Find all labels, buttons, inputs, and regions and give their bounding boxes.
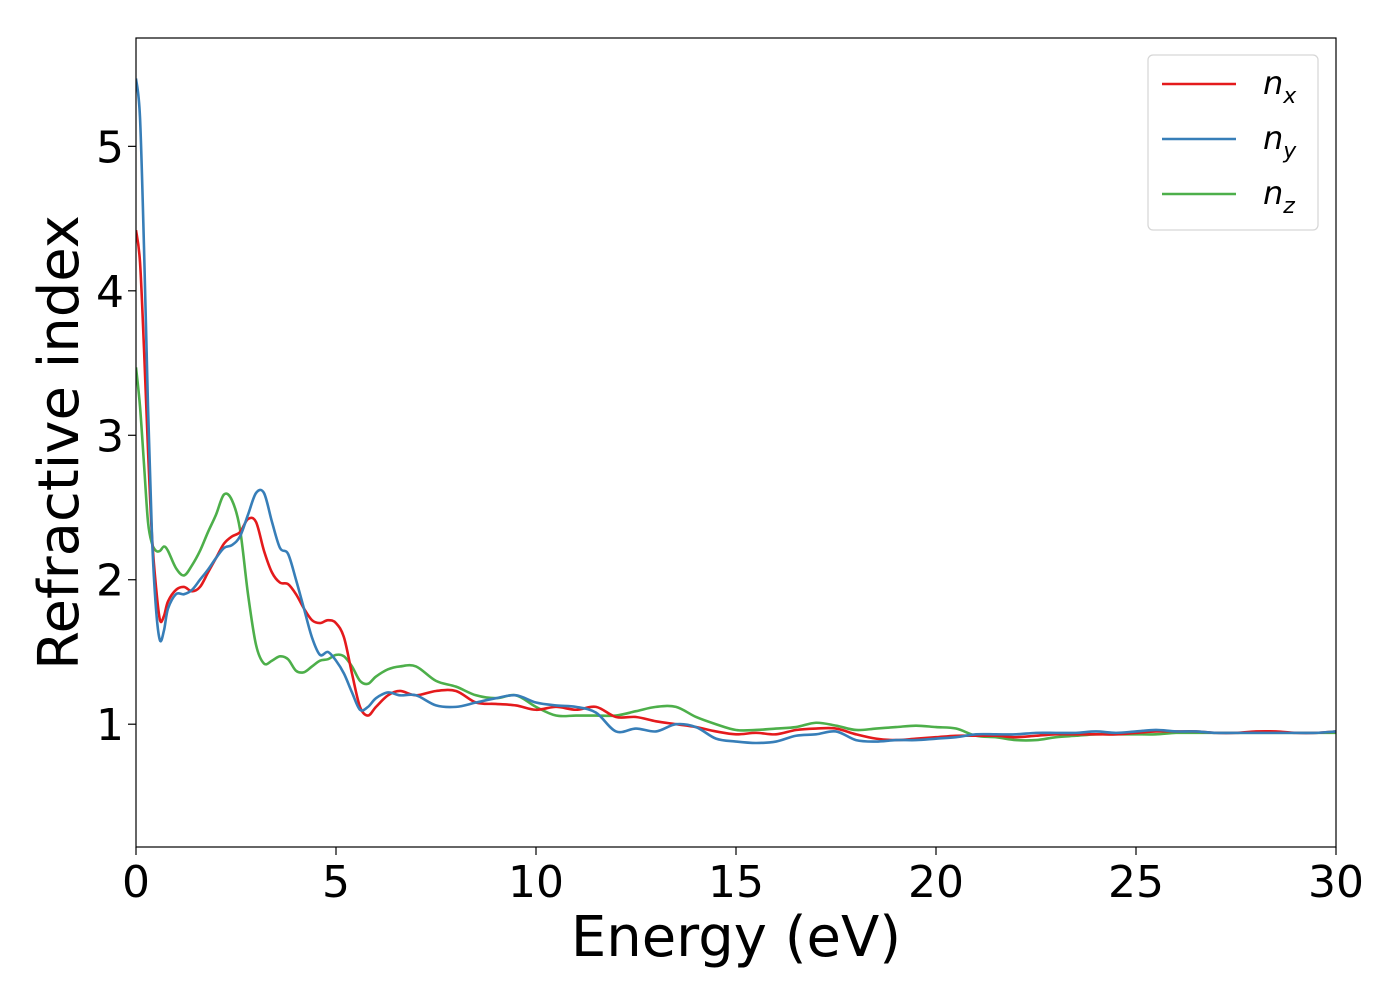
y-tick-label: 1 (96, 700, 124, 751)
x-tick-label: 10 (508, 857, 564, 908)
plot-lines (136, 78, 1336, 745)
y-tick-label: 5 (96, 122, 124, 173)
x-tick-label: 0 (122, 857, 150, 908)
series-line-nz (136, 367, 1336, 742)
legend-label-subscript: z (1282, 194, 1295, 219)
legend-label-nx: nx (1263, 64, 1297, 109)
x-tick-label: 20 (908, 857, 964, 908)
series-line-nx (136, 229, 1336, 742)
x-tick-label: 30 (1308, 857, 1364, 908)
legend-label-subscript: x (1282, 84, 1297, 109)
legend-label-main: n (1263, 119, 1283, 157)
legend-label-main: n (1263, 174, 1283, 212)
legend-box (1147, 54, 1319, 231)
y-tick-label: 2 (96, 556, 124, 607)
legend-label-subscript: y (1282, 139, 1297, 164)
legend-label-main: n (1263, 64, 1283, 102)
series-line-ny (136, 78, 1336, 745)
y-tick-label: 4 (96, 267, 124, 318)
y-tick-label: 3 (96, 411, 124, 462)
x-tick-label: 5 (322, 857, 350, 908)
y-axis-label: Refractive index (27, 215, 92, 670)
x-axis-label: Energy (eV) (571, 905, 901, 970)
x-axis: 0 5 10 15 20 25 30 (122, 847, 1364, 908)
x-tick-label: 25 (1108, 857, 1164, 908)
legend-label-ny: ny (1263, 119, 1297, 164)
legend-label-nz: nz (1263, 174, 1295, 219)
x-tick-label: 15 (708, 857, 764, 908)
y-axis: 1 2 3 4 5 (96, 122, 136, 751)
